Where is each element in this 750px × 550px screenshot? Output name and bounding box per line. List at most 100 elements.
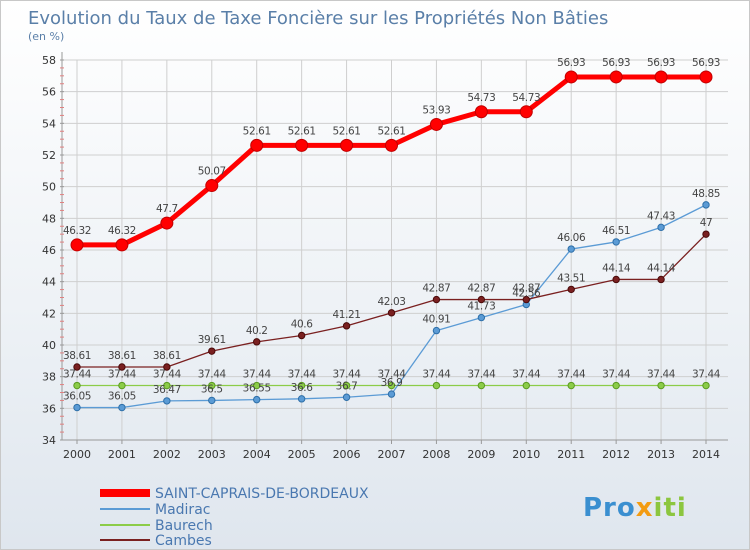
data-point [522, 295, 530, 304]
data-point [519, 105, 533, 119]
x-tick-label: 2013 [647, 448, 675, 461]
data-label: 52.61 [288, 125, 316, 137]
data-point [205, 179, 219, 193]
y-tick-label: 36 [42, 402, 56, 415]
data-label: 40.6 [291, 319, 313, 331]
data-label: 37.44 [63, 369, 92, 381]
x-tick-label: 2007 [378, 448, 406, 461]
svg-text:Proxiti: Proxiti [583, 493, 687, 523]
series-baurech [73, 381, 710, 390]
data-point [432, 381, 441, 390]
data-point [477, 295, 486, 304]
data-label: 37.44 [288, 369, 317, 381]
data-label: 36.05 [108, 391, 136, 403]
x-tick-label: 2005 [288, 448, 316, 461]
data-label: 46.32 [108, 225, 136, 237]
x-tick-label: 2011 [557, 448, 585, 461]
data-label: 56.93 [557, 57, 585, 69]
data-point [73, 363, 81, 371]
data-label: 52.61 [377, 125, 405, 137]
proxiti-logo: Proxiti [583, 493, 687, 523]
data-label: 37.44 [153, 369, 182, 381]
series-cambes [73, 230, 710, 371]
data-label: 52.61 [243, 125, 271, 137]
x-tick-label: 2014 [692, 448, 720, 461]
data-label: 38.61 [153, 350, 181, 362]
data-label: 56.93 [647, 57, 675, 69]
y-tick-label: 44 [42, 276, 56, 289]
data-label: 54.73 [512, 92, 540, 104]
data-point [208, 381, 216, 390]
x-tick-label: 2001 [108, 448, 136, 461]
data-label: 37.44 [333, 369, 362, 381]
data-label: 36.7 [336, 380, 358, 392]
data-point [657, 381, 665, 390]
data-label: 41.73 [467, 301, 495, 313]
data-point [118, 381, 126, 390]
legend-item: Madirac [100, 502, 210, 518]
y-tick-label: 48 [42, 212, 56, 225]
data-label: 37.44 [243, 369, 272, 381]
data-point [73, 403, 81, 412]
data-point [385, 138, 398, 152]
chart-title: Evolution du Taux de Taxe Foncière sur l… [28, 8, 608, 29]
data-point [564, 70, 578, 84]
data-label: 56.93 [602, 57, 630, 69]
data-point [612, 381, 620, 390]
data-label: 53.93 [422, 104, 450, 116]
legend-label: Baurech [155, 518, 213, 534]
data-point [118, 363, 126, 371]
data-point [297, 395, 306, 403]
data-label: 41.21 [333, 309, 361, 321]
data-point [70, 238, 84, 252]
data-point [73, 381, 81, 390]
data-label: 37.44 [198, 369, 227, 381]
data-label: 54.73 [467, 92, 495, 104]
data-point [340, 138, 354, 152]
x-tick-label: 2012 [602, 448, 630, 461]
data-label: 42.03 [377, 296, 405, 308]
data-point [654, 70, 668, 84]
series-saint-caprais-de-bordeaux [70, 70, 713, 252]
data-label: 37.44 [467, 369, 496, 381]
data-point [609, 70, 623, 84]
data-point [522, 381, 530, 390]
legend: SAINT-CAPRAIS-DE-BORDEAUXMadiracBaurechC… [100, 486, 369, 549]
data-point [253, 381, 261, 390]
data-label: 43.51 [557, 272, 585, 284]
data-labels: 46.32 46.32 47.7 50.07 52.61 52.61 52.61 52.61 5… [63, 57, 721, 403]
legend-label: SAINT-CAPRAIS-DE-BORDEAUX [155, 486, 369, 502]
data-point [567, 285, 575, 294]
data-point [163, 363, 171, 371]
data-label: 42.87 [422, 283, 450, 295]
data-label: 40.2 [246, 325, 268, 337]
y-tick-label: 56 [42, 86, 56, 99]
data-label: 37.44 [422, 369, 451, 381]
data-point [477, 313, 486, 322]
data-point [387, 390, 396, 398]
x-tick-label: 2009 [467, 448, 495, 461]
data-label: 37.44 [512, 369, 541, 381]
x-tick-label: 2000 [63, 448, 91, 461]
data-label: 38.61 [108, 350, 136, 362]
data-point [657, 223, 665, 232]
data-point [567, 381, 575, 390]
y-tick-label: 58 [42, 54, 56, 67]
data-label: 44.14 [647, 262, 676, 274]
data-point [297, 381, 306, 390]
data-point [163, 381, 171, 390]
data-label: 37.44 [108, 369, 137, 381]
data-point [612, 238, 620, 246]
data-label: 40.91 [422, 314, 450, 326]
data-point [702, 201, 710, 209]
y-tick-label: 46 [42, 244, 56, 257]
data-label: 44.14 [602, 262, 631, 274]
x-tick-label: 2008 [422, 448, 450, 461]
data-point [118, 403, 126, 412]
x-tick-label: 2003 [198, 448, 226, 461]
series [70, 70, 713, 412]
x-tick-label: 2004 [243, 448, 271, 461]
y-tick-label: 40 [42, 339, 56, 352]
x-tick-label: 2006 [333, 448, 361, 461]
data-point [657, 275, 665, 284]
